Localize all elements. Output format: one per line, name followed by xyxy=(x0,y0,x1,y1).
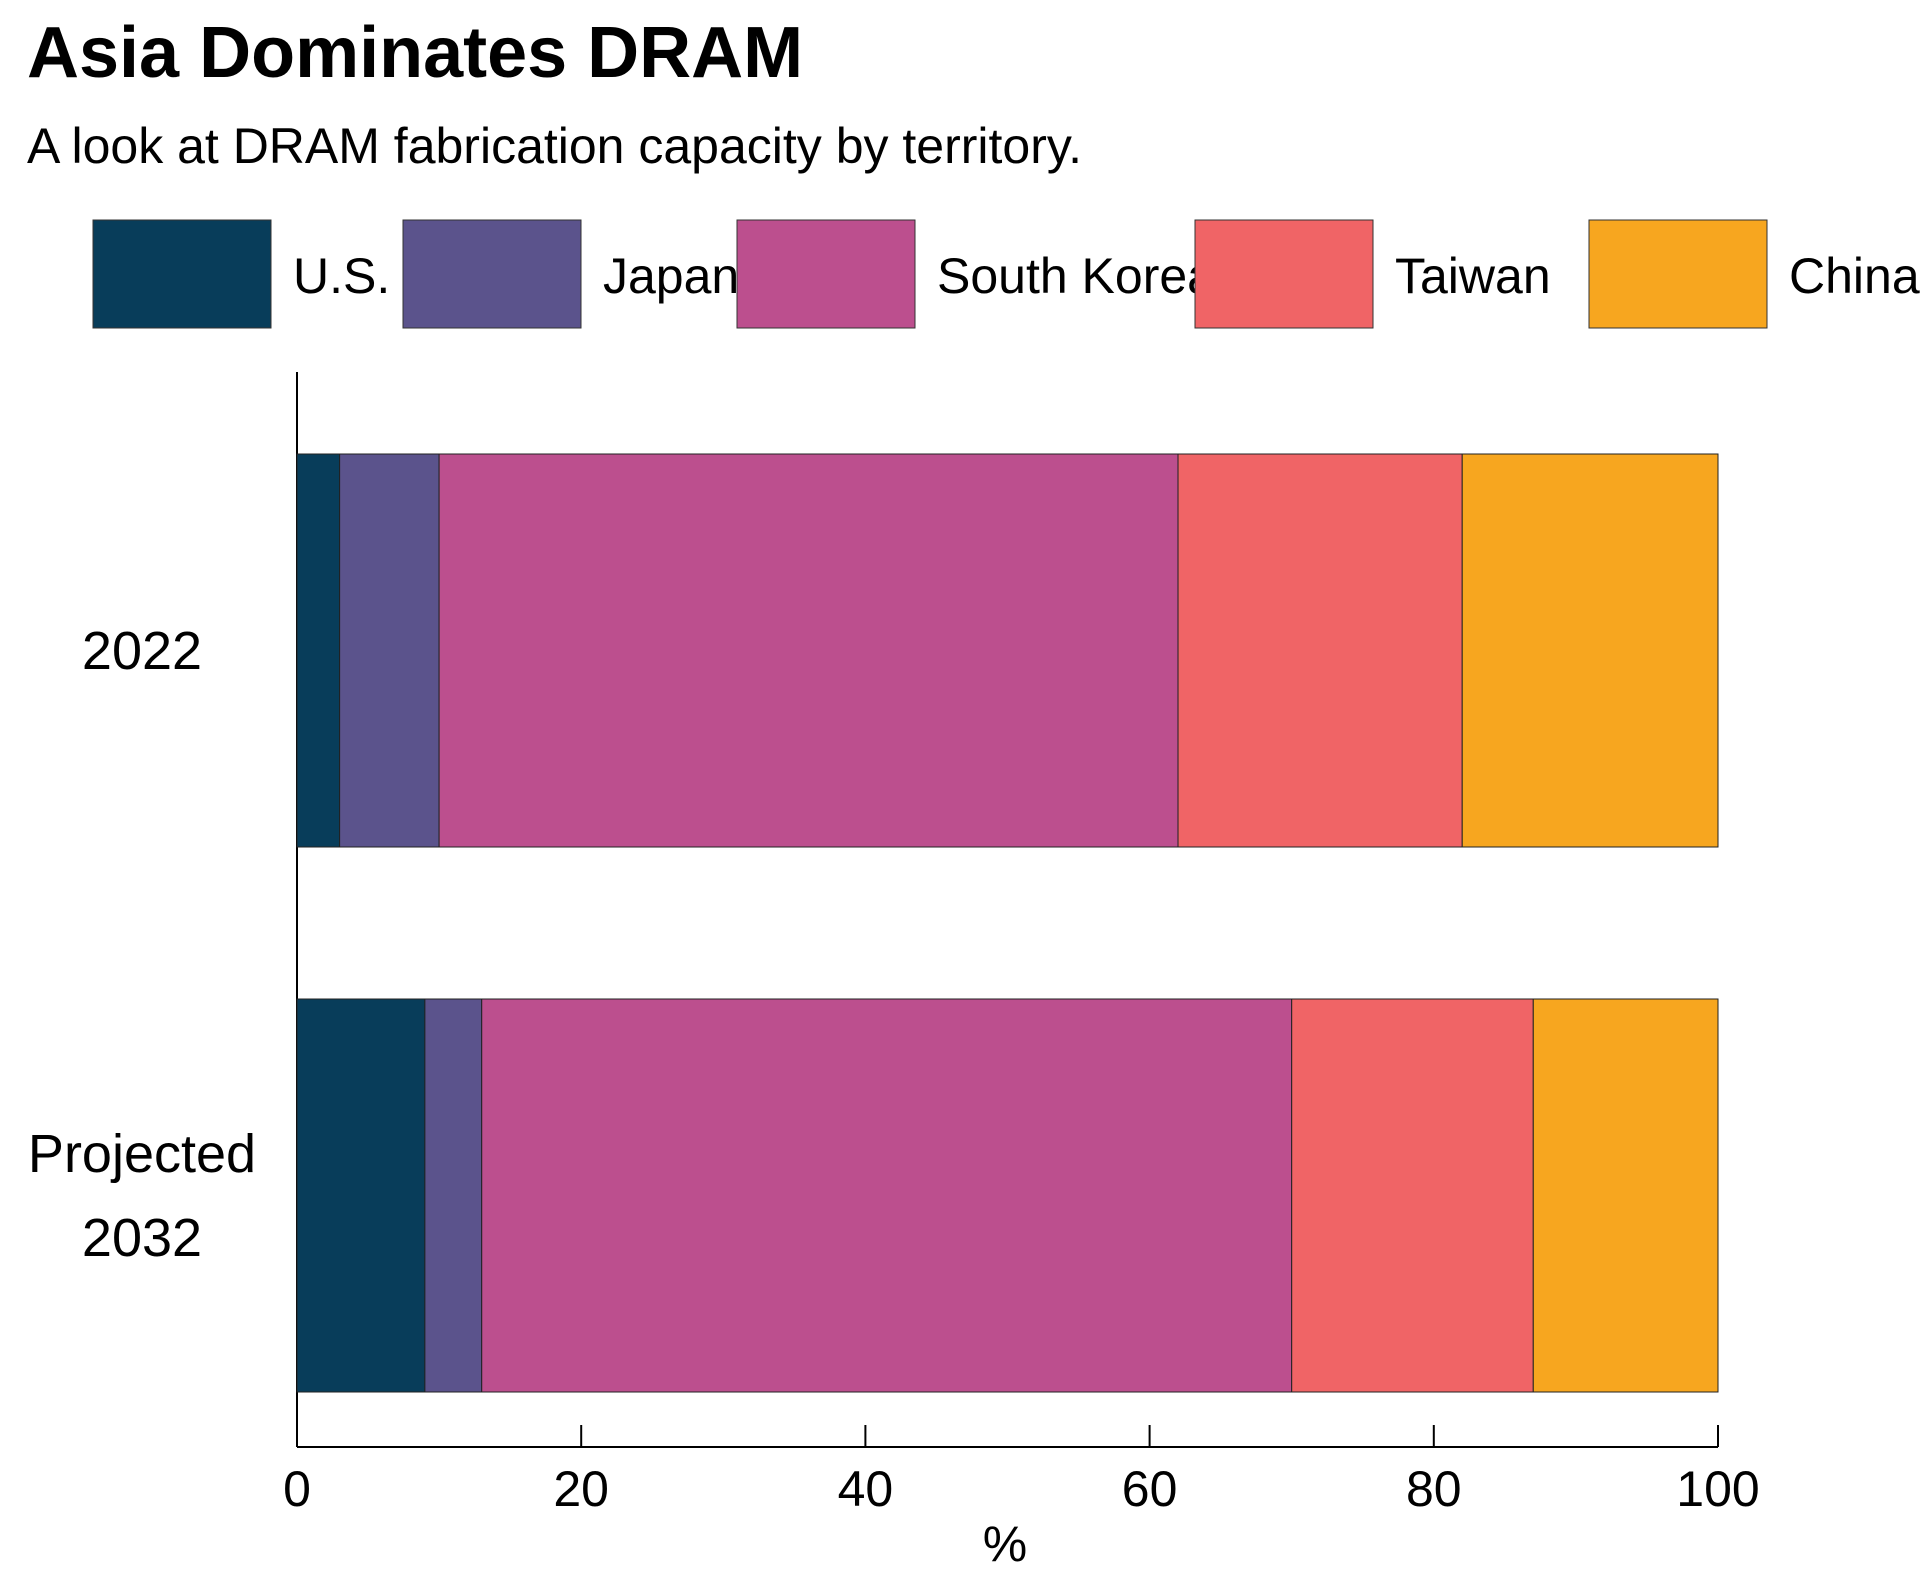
bar-segment xyxy=(1291,998,1534,1393)
bar-segment xyxy=(424,998,483,1393)
y-tick-label: 2022 xyxy=(81,620,203,681)
x-tick-label: 60 xyxy=(1122,1461,1178,1517)
bar-segment xyxy=(1177,453,1463,848)
bar-segment xyxy=(438,453,1179,848)
x-tick-label: 20 xyxy=(553,1461,609,1517)
legend-swatch xyxy=(402,219,582,329)
legend-label: Taiwan xyxy=(1395,248,1551,304)
legend-swatch xyxy=(1194,219,1374,329)
x-tick-label: 100 xyxy=(1676,1461,1759,1517)
y-tick-label: Projected 2032 xyxy=(27,1123,257,1268)
legend-label: Japan xyxy=(603,248,739,304)
legend-swatch xyxy=(736,219,916,329)
chart-title: Asia Dominates DRAM xyxy=(27,13,803,93)
x-tick-label: 40 xyxy=(838,1461,894,1517)
x-tick-label: 80 xyxy=(1406,1461,1462,1517)
bar-segment xyxy=(1532,998,1719,1393)
chart-subtitle: A look at DRAM fabrication capacity by t… xyxy=(27,118,1082,174)
legend-label: South Korea xyxy=(937,248,1215,304)
legend-swatch xyxy=(92,219,272,329)
legend-swatch xyxy=(1588,219,1768,329)
x-axis-label: % xyxy=(983,1516,1027,1572)
bar-segment xyxy=(296,453,341,848)
legend-label: U.S. xyxy=(293,248,390,304)
legend-label: China xyxy=(1789,248,1920,304)
bar-segment xyxy=(296,998,426,1393)
x-tick-label: 0 xyxy=(283,1461,311,1517)
bar-segment xyxy=(339,453,440,848)
bar-segment xyxy=(1461,453,1719,848)
bar-segment xyxy=(481,998,1293,1393)
